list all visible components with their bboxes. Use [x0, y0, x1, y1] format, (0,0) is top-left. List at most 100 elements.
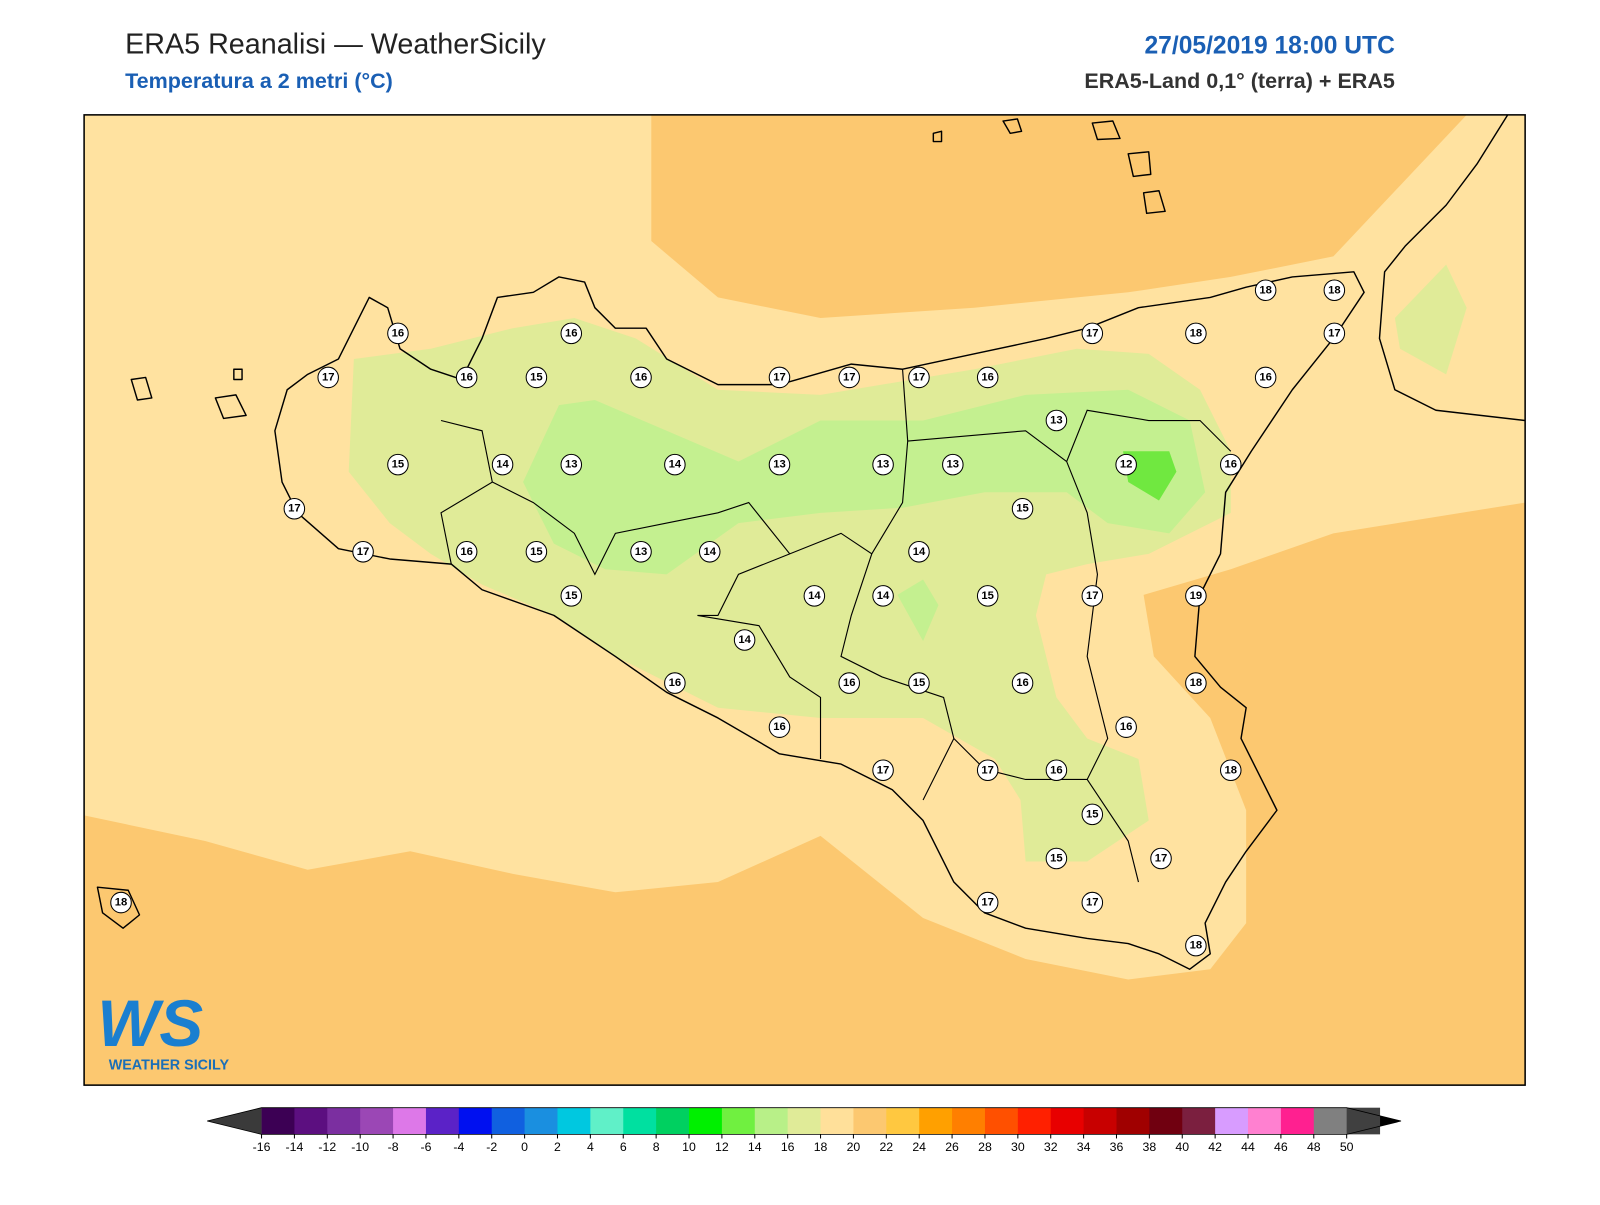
station-value: 17	[1086, 590, 1099, 602]
colorbar-tick-label: 24	[912, 1140, 926, 1154]
station-marker	[872, 759, 894, 782]
station-value: 17	[913, 371, 926, 383]
colorbar-box	[853, 1107, 887, 1135]
station-value: 18	[1328, 284, 1341, 296]
station-value: 13	[947, 459, 960, 471]
colorbar-box	[886, 1107, 920, 1135]
station-marker	[1254, 366, 1277, 389]
datetime: 27/05/2019 18:00 UTC	[1144, 32, 1395, 59]
station-value: 17	[1328, 327, 1341, 339]
colorbar-tick-label: 34	[1077, 1140, 1091, 1154]
colorbar: -16 -14 -12 -10 -8 -6 -4 -2 0 2 4 6 8 10 12 14 16 18 20 22 2…	[207, 1107, 1402, 1154]
colorbar-tick-label: 38	[1143, 1140, 1157, 1154]
station-value: 15	[913, 677, 926, 689]
station-marker	[976, 891, 999, 914]
colorbar-box	[590, 1107, 624, 1135]
station-value: 17	[877, 764, 890, 776]
colorbar-tick-label: 44	[1241, 1140, 1255, 1154]
colorbar-box	[1182, 1107, 1216, 1135]
station-value: 14	[669, 459, 682, 471]
map: 16 16 17 16 15 16 17 17 17 16 17 18 18 18 17 16 13 15 14 13…	[83, 114, 1526, 1086]
station-value: 13	[635, 546, 648, 558]
colorbar-box	[984, 1107, 1019, 1135]
title: ERA5 Reanalisi — WeatherSicily	[125, 28, 546, 60]
station-value: 17	[322, 371, 335, 383]
station-marker	[455, 541, 478, 563]
colorbar-box	[1313, 1107, 1348, 1135]
subtitle: Temperatura a 2 metri (°C)	[125, 69, 393, 93]
field-18-20	[651, 114, 1467, 318]
station-value: 18	[1190, 327, 1203, 339]
colorbar-box	[787, 1107, 822, 1135]
station-value: 17	[1086, 327, 1099, 339]
station-value: 15	[1050, 852, 1063, 864]
colorbar-tick-label: -14	[286, 1140, 304, 1154]
station-marker	[1185, 322, 1207, 345]
station-value: 18	[115, 897, 128, 909]
station-value: 16	[981, 371, 994, 383]
station-value: 16	[1016, 677, 1029, 689]
station-marker	[1045, 409, 1068, 432]
station-marker	[768, 453, 791, 476]
colorbar-tick-label: 6	[620, 1140, 627, 1154]
station-value: 16	[669, 677, 682, 689]
station-value: 16	[1259, 371, 1272, 383]
colorbar-tick-label: 0	[521, 1140, 528, 1154]
colorbar-box	[721, 1107, 756, 1135]
colorbar-tick-label: 20	[847, 1140, 861, 1154]
station-marker	[560, 322, 583, 345]
colorbar-box	[1149, 1107, 1183, 1135]
source: ERA5-Land 0,1° (terra) + ERA5	[1084, 69, 1395, 93]
colorbar-box	[820, 1107, 854, 1135]
station-value: 17	[843, 371, 856, 383]
calabria-coast	[1378, 114, 1526, 422]
station-marker	[352, 541, 374, 563]
colorbar-box	[557, 1107, 591, 1135]
station-marker	[1323, 279, 1346, 302]
station-marker	[1185, 672, 1207, 694]
province-border	[440, 369, 1232, 883]
station-value: 18	[1259, 284, 1272, 296]
colorbar-tick-label: 16	[781, 1140, 795, 1154]
station-value: 16	[460, 546, 473, 558]
station-value: 16	[460, 371, 473, 383]
station-marker	[733, 629, 756, 651]
colorbar-tick-label: 32	[1044, 1140, 1058, 1154]
colorbar-tick-label: 8	[653, 1140, 660, 1154]
station-value: 16	[392, 327, 405, 339]
colorbar-box	[1050, 1107, 1085, 1135]
station-value: 14	[496, 459, 509, 471]
colorbar-box	[261, 1107, 295, 1135]
station-value: 15	[1016, 503, 1029, 515]
station-marker	[455, 366, 478, 389]
station-value: 17	[981, 764, 994, 776]
station-marker	[1045, 759, 1068, 782]
station-marker	[908, 541, 930, 563]
station-marker	[1254, 279, 1277, 302]
map-frame	[83, 114, 1526, 1086]
station-marker	[872, 453, 894, 476]
station-marker	[1220, 453, 1242, 476]
station-marker	[1081, 803, 1104, 826]
station-value: 18	[1225, 764, 1238, 776]
colorbar-box	[327, 1107, 361, 1135]
station-value: 15	[530, 371, 543, 383]
station-value: 17	[981, 897, 994, 909]
colorbar-box	[393, 1107, 427, 1135]
logo: WS WEATHER SICILY	[97, 987, 229, 1074]
station-marker	[698, 541, 721, 563]
station-marker	[908, 672, 930, 694]
station-value: 15	[981, 590, 994, 602]
colorbar-tick-label: 28	[978, 1140, 992, 1154]
field-12-14	[523, 389, 1206, 575]
field-12-14	[897, 579, 939, 642]
station-value: 17	[288, 503, 301, 515]
station-marker	[1011, 497, 1034, 520]
station-marker	[630, 366, 652, 389]
colorbar-tick-label: 30	[1011, 1140, 1025, 1154]
station-marker	[803, 585, 826, 607]
colorbar-box	[360, 1107, 394, 1135]
station-value: 17	[1086, 897, 1099, 909]
station-marker	[1150, 847, 1172, 870]
colorbar-box	[1280, 1107, 1315, 1135]
